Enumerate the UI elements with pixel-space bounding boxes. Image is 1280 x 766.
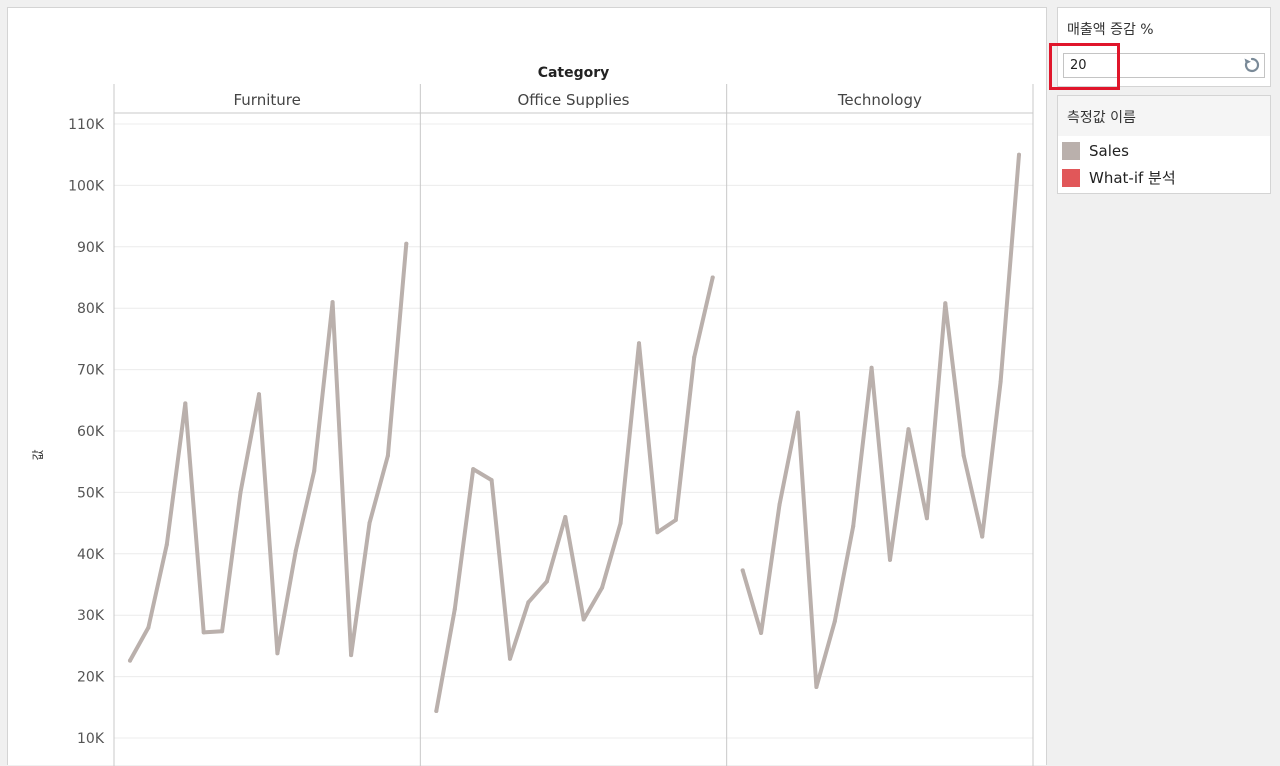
y-tick-label: 50K — [77, 485, 105, 501]
data-point — [164, 542, 169, 547]
data-point — [238, 490, 243, 495]
legend-swatch-what-if — [1062, 169, 1080, 187]
data-point — [998, 379, 1003, 384]
data-point — [385, 453, 390, 458]
data-point — [563, 515, 568, 519]
data-point — [618, 521, 623, 526]
data-point — [710, 275, 715, 280]
y-axis-label: 값 — [31, 449, 45, 460]
y-tick-label: 110K — [68, 117, 105, 133]
data-point — [759, 631, 764, 635]
line-chart: 10K 20K 30K 40K 50K 60K 70K 80K 90K 100K 110K Categ… — [31, 65, 1034, 766]
legend-swatch-sales — [1062, 142, 1080, 160]
data-point — [312, 468, 317, 473]
data-point — [146, 625, 151, 630]
data-point — [330, 300, 335, 305]
legend-label-what-if: What-if 분석 — [1089, 169, 1176, 187]
series-line-furniture — [128, 241, 409, 663]
data-point — [980, 534, 985, 539]
y-tick-label: 60K — [77, 424, 105, 440]
data-point — [814, 685, 819, 689]
data-point — [434, 709, 439, 713]
data-point — [275, 651, 280, 656]
y-tick-label: 80K — [77, 301, 105, 317]
data-point — [183, 401, 188, 406]
data-point — [128, 658, 132, 663]
y-tick-label: 90K — [77, 240, 105, 256]
parameter-card: 매출액 증감 % — [1057, 7, 1271, 87]
y-tick-label: 10K — [77, 731, 105, 747]
data-point — [740, 568, 745, 573]
panel-header-technology: Technology — [837, 91, 922, 109]
data-point — [201, 630, 206, 635]
data-point — [869, 365, 874, 370]
legend-label-sales: Sales — [1089, 142, 1129, 160]
data-point — [471, 467, 476, 472]
chart-area: 10K 20K 30K 40K 50K 60K 70K 80K 90K 100K 110K Categ… — [7, 7, 1047, 766]
data-point — [220, 629, 225, 634]
legend-card: 측정값 이름 — [1057, 95, 1271, 194]
y-tick-label: 30K — [77, 608, 105, 624]
data-point — [1017, 152, 1021, 157]
data-point — [832, 619, 837, 624]
data-point — [581, 617, 586, 622]
data-point — [943, 301, 948, 306]
data-point — [961, 453, 966, 458]
series-line-technology — [740, 152, 1021, 689]
data-point — [544, 579, 549, 584]
data-point — [924, 516, 929, 521]
panel-header-furniture: Furniture — [233, 91, 300, 109]
series-line-office-supplies — [434, 275, 715, 713]
y-tick-label: 20K — [77, 670, 105, 686]
y-tick-label: 100K — [68, 178, 105, 194]
legend-title: 측정값 이름 — [1067, 110, 1136, 126]
data-point — [257, 392, 261, 397]
data-point — [906, 427, 911, 432]
parameter-input[interactable] — [1063, 53, 1265, 78]
data-point — [526, 600, 531, 605]
parameter-title: 매출액 증감 % — [1067, 22, 1154, 38]
data-point — [655, 530, 660, 535]
data-point — [795, 410, 800, 415]
data-point — [404, 241, 409, 246]
data-point — [293, 548, 298, 553]
legend-header: 측정값 이름 — [1058, 96, 1270, 136]
data-point — [692, 355, 697, 360]
reset-icon[interactable] — [1242, 55, 1262, 75]
data-point — [888, 557, 892, 562]
data-point — [851, 524, 856, 529]
data-point — [489, 478, 494, 483]
data-point — [452, 607, 457, 612]
y-tick-label: 70K — [77, 363, 105, 379]
data-point — [673, 518, 678, 522]
data-point — [349, 653, 354, 658]
panel-header-office-supplies: Office Supplies — [517, 91, 629, 109]
data-point — [508, 656, 512, 661]
data-point — [777, 502, 782, 507]
y-tick-label: 40K — [77, 547, 105, 563]
data-point — [600, 585, 605, 590]
data-point — [367, 521, 372, 526]
data-point — [637, 341, 641, 346]
column-header-title: Category — [538, 65, 610, 81]
